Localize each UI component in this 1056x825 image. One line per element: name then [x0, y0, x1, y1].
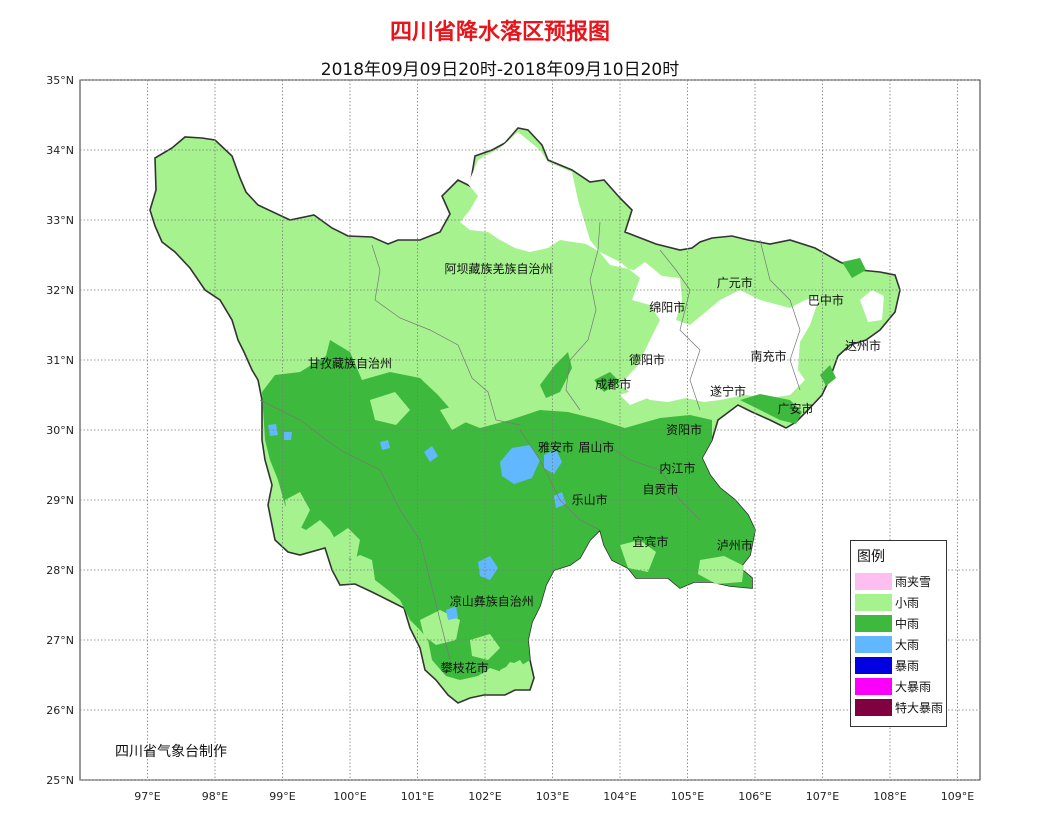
producer-credit: 四川省气象台制作 — [115, 744, 227, 760]
legend-swatch — [855, 615, 892, 632]
longitude-tick-label: 106°E — [738, 790, 771, 803]
longitude-tick-label: 107°E — [806, 790, 839, 803]
latitude-tick-label: 33°N — [46, 214, 74, 227]
city-label: 雅安市 — [538, 440, 574, 455]
map-subtitle: 2018年09月09日20时-2018年09月10日20时 — [320, 60, 680, 80]
legend-label: 特大暴雨 — [895, 701, 944, 715]
legend-item: 暴雨 — [855, 657, 919, 674]
longitude-tick-label: 97°E — [134, 790, 160, 803]
city-label: 南充市 — [750, 349, 786, 364]
city-label: 内江市 — [659, 461, 695, 476]
legend-label: 暴雨 — [895, 659, 920, 673]
legend-swatch — [855, 573, 892, 590]
city-label: 攀枝花市 — [441, 660, 489, 675]
legend-swatch — [855, 657, 892, 674]
legend-item: 雨夹雪 — [855, 573, 931, 590]
city-label: 遂宁市 — [710, 384, 746, 399]
city-label: 资阳市 — [666, 422, 702, 437]
latitude-tick-label: 34°N — [46, 144, 74, 157]
graticule — [80, 79, 980, 781]
no-rain-areas — [460, 132, 884, 405]
longitude-tick-label: 104°E — [603, 790, 636, 803]
longitude-tick-label: 108°E — [873, 790, 906, 803]
longitude-tick-label: 102°E — [468, 790, 501, 803]
longitude-tick-label: 105°E — [671, 790, 704, 803]
legend-swatch — [855, 678, 892, 695]
legend: 图例 雨夹雪小雨中雨大雨暴雨大暴雨特大暴雨 — [850, 540, 947, 727]
legend-swatch — [855, 636, 892, 653]
latitude-tick-label: 28°N — [46, 564, 74, 577]
latitude-tick-label: 29°N — [46, 494, 74, 507]
legend-title: 图例 — [857, 549, 885, 565]
city-label: 泸州市 — [717, 538, 753, 553]
legend-label: 雨夹雪 — [895, 575, 932, 589]
city-label: 达州市 — [845, 338, 881, 353]
latitude-tick-label: 31°N — [46, 354, 74, 367]
latitude-tick-label: 27°N — [46, 634, 74, 647]
legend-label: 中雨 — [895, 617, 920, 631]
map-layers: 35°N 34°N 33°N 32°N 31°N 30°N 29°N 28°N 27°N 26°N… — [46, 74, 980, 803]
prefecture-boundaries — [259, 221, 801, 661]
moderate-rain-areas — [262, 258, 866, 680]
map-title: 四川省降水落区预报图 — [389, 20, 610, 45]
longitude-tick-label: 99°E — [269, 790, 295, 803]
latitude-tick-label: 30°N — [46, 424, 74, 437]
city-label: 绵阳市 — [649, 300, 685, 315]
city-label: 德阳市 — [629, 352, 665, 367]
city-label: 宜宾市 — [632, 534, 668, 549]
latitude-tick-label: 25°N — [46, 774, 74, 787]
longitude-tick-label: 101°E — [401, 790, 434, 803]
city-label: 凉山彝族自治州 — [450, 594, 534, 609]
city-label: 阿坝藏族羌族自治州 — [444, 262, 552, 276]
longitude-tick-label: 109°E — [941, 790, 974, 803]
legend-item: 大雨 — [855, 636, 919, 653]
city-label: 成都市 — [595, 377, 631, 392]
city-label: 广安市 — [777, 401, 813, 416]
city-label: 巴中市 — [808, 293, 844, 308]
latitude-tick-label: 26°N — [46, 704, 74, 717]
legend-item: 特大暴雨 — [855, 699, 943, 716]
legend-label: 大暴雨 — [895, 680, 932, 694]
city-label: 眉山市 — [578, 440, 614, 455]
legend-item: 大暴雨 — [855, 678, 931, 695]
longitude-labels: 97°E 98°E 99°E 100°E 101°E 102°E 103°E 104°E 105… — [134, 790, 974, 803]
city-label: 甘孜藏族自治州 — [308, 357, 392, 371]
heavy-rain-areas — [268, 424, 566, 620]
latitude-labels: 35°N 34°N 33°N 32°N 31°N 30°N 29°N 28°N 27°N 26°N… — [46, 74, 74, 787]
city-label: 自贡市 — [642, 482, 678, 497]
legend-swatch — [855, 594, 892, 611]
longitude-tick-label: 98°E — [202, 790, 228, 803]
light-rain-islands — [285, 392, 744, 688]
latitude-tick-label: 35°N — [46, 74, 74, 87]
city-label: 乐山市 — [572, 492, 608, 507]
city-label: 广元市 — [717, 275, 753, 290]
latitude-tick-label: 32°N — [46, 284, 74, 297]
legend-label: 小雨 — [895, 596, 920, 610]
legend-label: 大雨 — [895, 638, 920, 652]
legend-item: 小雨 — [855, 594, 919, 611]
legend-swatch — [855, 699, 892, 716]
legend-item: 中雨 — [855, 615, 919, 632]
longitude-tick-label: 103°E — [536, 790, 569, 803]
longitude-tick-label: 100°E — [333, 790, 366, 803]
